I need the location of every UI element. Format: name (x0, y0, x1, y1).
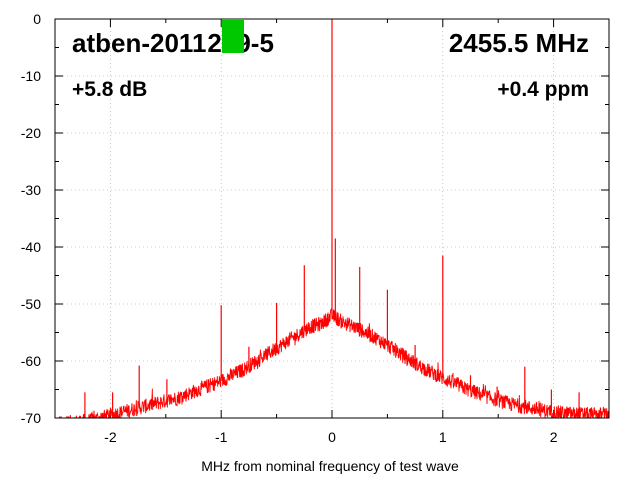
spectrum-trace (55, 308, 610, 420)
y-tick-label: -50 (21, 296, 41, 312)
x-tick-label: 2 (550, 429, 558, 445)
y-tick-label: 0 (33, 11, 41, 27)
y-tick-label: -20 (21, 125, 41, 141)
frequency-label: 2455.5 MHz (449, 28, 589, 58)
y-tick-label: -70 (21, 410, 41, 426)
spectrum-series (55, 19, 610, 420)
x-tick-label: -1 (215, 429, 228, 445)
y-tick-label: -10 (21, 68, 41, 84)
gain-label: +5.8 dB (72, 78, 147, 101)
offset-label: +0.4 ppm (497, 78, 589, 101)
plot-frame (54, 18, 610, 419)
tick-labels: 0-10-20-30-40-50-60-70-2 -1 0 1 2 (21, 11, 558, 445)
y-tick-label: -40 (21, 239, 41, 255)
status-indicator (222, 20, 244, 53)
x-tick-label: 0 (328, 429, 336, 445)
x-tick-label: -2 (104, 429, 117, 445)
x-axis-label: MHz from nominal frequency of test wave (201, 458, 459, 474)
y-tick-label: -60 (21, 353, 41, 369)
x-tick-label: 1 (439, 429, 447, 445)
y-tick-label: -30 (21, 182, 41, 198)
